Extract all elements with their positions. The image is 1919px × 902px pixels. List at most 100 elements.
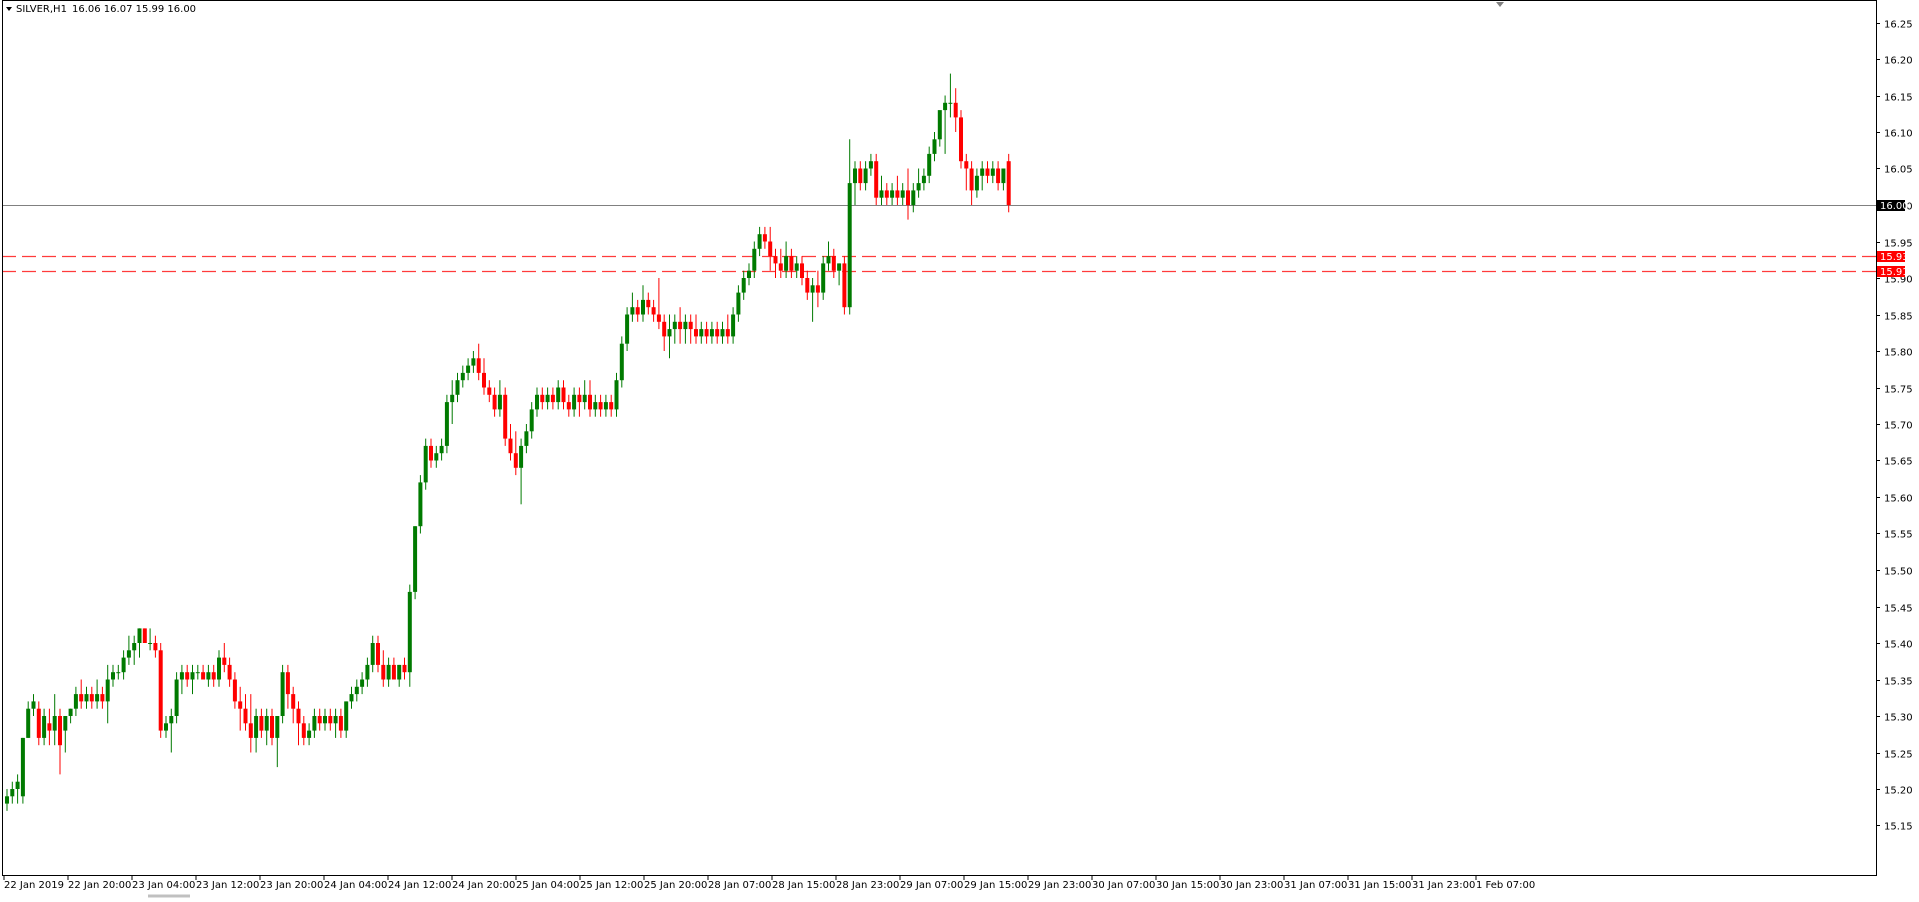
candle[interactable] — [715, 321, 720, 344]
candle[interactable] — [201, 664, 206, 680]
candle[interactable] — [111, 664, 115, 687]
candle[interactable] — [858, 161, 863, 191]
candle[interactable] — [285, 664, 290, 709]
candle[interactable] — [248, 694, 253, 753]
candle[interactable] — [980, 161, 985, 191]
candle[interactable] — [68, 708, 73, 724]
candle[interactable] — [142, 628, 147, 643]
candle[interactable] — [195, 664, 200, 680]
candle[interactable] — [588, 380, 592, 417]
candle[interactable] — [773, 248, 778, 278]
candle[interactable] — [921, 168, 926, 191]
time-axis[interactable]: 22 Jan 2019 22 Jan 20:00 23 Jan 04:00 23 Ja… — [3, 876, 1535, 898]
candle[interactable] — [937, 110, 942, 147]
candle[interactable] — [731, 307, 736, 344]
candle[interactable] — [84, 686, 89, 709]
candle[interactable] — [381, 650, 386, 687]
candle[interactable] — [185, 664, 190, 687]
candle[interactable] — [418, 475, 423, 534]
candle[interactable] — [5, 789, 9, 811]
candle[interactable] — [694, 314, 698, 344]
candle[interactable] — [280, 664, 285, 724]
candle[interactable] — [545, 387, 550, 410]
candle[interactable] — [678, 307, 683, 344]
candle[interactable] — [338, 708, 343, 738]
candle[interactable] — [625, 307, 630, 351]
candle[interactable] — [333, 708, 338, 738]
candle[interactable] — [667, 314, 672, 359]
candle[interactable] — [391, 657, 396, 680]
candle[interactable] — [598, 394, 603, 417]
candle[interactable] — [413, 526, 418, 600]
candle[interactable] — [911, 183, 916, 213]
candle[interactable] — [709, 321, 714, 344]
candle[interactable] — [323, 708, 327, 731]
candle[interactable] — [662, 314, 667, 352]
candle[interactable] — [121, 650, 126, 680]
candle[interactable] — [365, 657, 370, 687]
candle[interactable] — [95, 679, 100, 709]
candle[interactable] — [317, 708, 322, 731]
candle[interactable] — [10, 781, 15, 804]
candle[interactable] — [996, 161, 1001, 191]
candle[interactable] — [699, 321, 704, 344]
horizontal-lines[interactable] — [2, 205, 1876, 273]
candle[interactable] — [386, 657, 391, 687]
candle[interactable] — [943, 95, 948, 154]
candle[interactable] — [800, 256, 804, 286]
candle[interactable] — [641, 285, 645, 322]
candle[interactable] — [26, 701, 31, 738]
candle[interactable] — [328, 708, 333, 731]
candle[interactable] — [630, 292, 635, 322]
candle[interactable] — [370, 635, 375, 673]
candle[interactable] — [397, 664, 402, 687]
candle[interactable] — [238, 686, 243, 731]
candle[interactable] — [349, 686, 354, 709]
candle[interactable] — [656, 278, 661, 330]
collapse-arrow-icon[interactable] — [6, 7, 12, 11]
candle[interactable] — [725, 314, 730, 344]
candle[interactable] — [487, 380, 492, 403]
candle[interactable] — [593, 394, 598, 417]
candle[interactable] — [1006, 153, 1011, 213]
candle[interactable] — [747, 263, 751, 286]
candle[interactable] — [906, 168, 910, 220]
candle[interactable] — [429, 438, 433, 468]
candle[interactable] — [646, 292, 651, 315]
candle[interactable] — [179, 664, 184, 695]
candle[interactable] — [853, 161, 857, 205]
candle[interactable] — [211, 664, 216, 687]
candle[interactable] — [354, 679, 359, 702]
candle[interactable] — [444, 394, 449, 454]
candle[interactable] — [190, 664, 195, 695]
candle[interactable] — [900, 183, 905, 205]
candle[interactable] — [148, 628, 153, 651]
candle[interactable] — [985, 161, 990, 184]
candle[interactable] — [301, 716, 306, 746]
candle[interactable] — [52, 694, 57, 746]
candle[interactable] — [466, 358, 471, 381]
candle[interactable] — [778, 248, 783, 278]
candle[interactable] — [741, 270, 746, 300]
candle[interactable] — [524, 424, 529, 454]
candle[interactable] — [736, 285, 741, 322]
candle[interactable] — [895, 175, 900, 205]
candle[interactable] — [529, 402, 534, 439]
candle[interactable] — [47, 708, 52, 746]
candle[interactable] — [126, 635, 131, 665]
candle[interactable] — [232, 672, 237, 709]
candle[interactable] — [471, 351, 476, 373]
candle[interactable] — [609, 394, 614, 417]
candle[interactable] — [768, 226, 773, 271]
candle[interactable] — [439, 438, 444, 461]
candle[interactable] — [137, 628, 142, 658]
candle[interactable] — [360, 672, 365, 695]
candle[interactable] — [789, 248, 794, 278]
candle[interactable] — [704, 321, 709, 344]
candle[interactable] — [79, 679, 84, 709]
candle[interactable] — [407, 584, 412, 687]
candle[interactable] — [36, 701, 41, 746]
candle[interactable] — [42, 708, 47, 746]
candle[interactable] — [89, 686, 94, 709]
candle[interactable] — [476, 343, 481, 381]
